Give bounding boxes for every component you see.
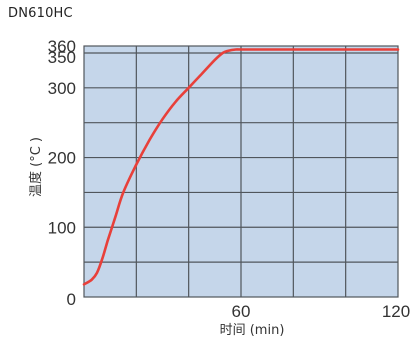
y-tick-label: 100 xyxy=(48,218,76,237)
x-axis-label: 时间 (min) xyxy=(220,323,285,338)
y-tick-label: 200 xyxy=(48,149,76,168)
y-tick-label: 350 xyxy=(48,48,76,67)
temperature-curve xyxy=(82,48,400,286)
x-tick-label: 60 xyxy=(232,302,251,321)
y-tick-label: 360 xyxy=(48,37,76,56)
x-tick-label: 120 xyxy=(382,302,410,321)
horizontal-gridlines xyxy=(84,52,398,263)
y-axis-label: 温度 (°C ) xyxy=(28,137,44,197)
y-tick-label: 0 xyxy=(67,290,76,309)
x-tick-labels: 60 120 xyxy=(232,302,411,321)
model-label: DN610HC xyxy=(8,6,73,21)
y-tick-label: 300 xyxy=(48,79,76,98)
